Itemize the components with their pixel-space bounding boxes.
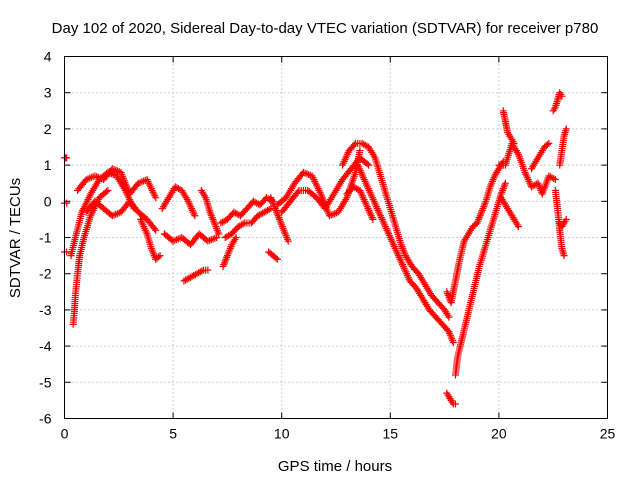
data-point: [284, 237, 292, 245]
data-point: [220, 217, 228, 225]
series-arc-26: [499, 107, 518, 147]
y-tick-label: -4: [39, 338, 52, 354]
data-point: [213, 234, 221, 241]
series-arc-22: [343, 183, 377, 223]
data-point: [198, 267, 206, 275]
series-arc-29: [527, 139, 553, 173]
series-arc-17: [265, 248, 281, 263]
series-arc-15: [219, 234, 240, 270]
axis-ticks: [64, 56, 608, 419]
data-point: [215, 230, 223, 238]
y-tick-label: 3: [44, 85, 52, 101]
data-point: [204, 266, 212, 274]
data-point: [239, 220, 247, 228]
data-point: [265, 205, 273, 213]
series-arc-12: [197, 186, 223, 238]
data-point: [562, 215, 570, 223]
x-axis-label: GPS time / hours: [278, 458, 392, 475]
y-tick-label: -3: [39, 302, 52, 318]
series-arc-19: [278, 154, 373, 216]
series-arc-6: [74, 165, 160, 202]
data-point: [155, 253, 163, 261]
data-point: [550, 175, 558, 183]
series-arc-21: [354, 161, 457, 346]
data-point: [191, 212, 199, 220]
y-tick-label: -1: [39, 230, 52, 246]
data-points: [61, 89, 570, 408]
y-tick-label: 4: [44, 49, 52, 65]
y-tick-label: 1: [44, 157, 52, 173]
data-point: [363, 160, 371, 168]
tick-labels: 0 5 10 15 20 25 -6 -5 -4 -3 -2 -1 0 1 2 3 4: [39, 49, 615, 442]
data-point: [150, 225, 158, 233]
data-point: [551, 176, 559, 184]
data-point: [272, 254, 280, 262]
data-point: [449, 338, 457, 346]
x-tick-label: 15: [383, 426, 399, 442]
series-arc-2: [61, 199, 71, 207]
x-tick-label: 20: [491, 426, 507, 442]
series-arc-18: [273, 147, 364, 220]
y-tick-label: -2: [39, 266, 52, 282]
series-arc-1: [61, 154, 71, 162]
series-arc-25: [443, 157, 507, 307]
x-tick-label: 5: [169, 426, 177, 442]
data-point: [545, 139, 553, 147]
data-point: [104, 186, 112, 194]
data-point: [560, 252, 568, 260]
data-point: [238, 221, 246, 229]
series-arc-33: [556, 215, 570, 231]
data-point: [361, 141, 369, 149]
data-point: [294, 188, 302, 196]
x-tick-label: 25: [600, 426, 616, 442]
series-arc-28: [497, 194, 522, 231]
series-arc-23: [443, 389, 459, 408]
data-point: [501, 179, 509, 187]
x-tick-label: 0: [61, 426, 69, 442]
series-arc-32: [556, 125, 570, 169]
series-arc-27: [495, 139, 559, 198]
data-point: [562, 125, 570, 133]
grid: [64, 56, 608, 419]
x-tick-label: 10: [274, 426, 290, 442]
y-tick-label: 2: [44, 121, 52, 137]
data-point: [365, 161, 373, 169]
series-arc-7: [82, 197, 160, 234]
data-point: [514, 223, 522, 231]
series-arc-20: [339, 139, 453, 321]
chart-title: Day 102 of 2020, Sidereal Day-to-day VTE…: [52, 20, 599, 37]
data-point: [175, 185, 183, 193]
data-point: [273, 255, 281, 263]
data-point: [152, 226, 160, 234]
data-point: [152, 194, 160, 202]
data-point: [102, 188, 110, 196]
series-arc-10: [160, 230, 221, 249]
series-arc-8: [137, 215, 164, 263]
data-point: [350, 141, 358, 149]
data-point: [356, 147, 364, 155]
series-arc-31: [551, 186, 568, 260]
y-tick-label: -5: [39, 374, 52, 390]
y-tick-label: 0: [44, 193, 52, 209]
data-point: [369, 215, 377, 223]
data-point: [224, 232, 232, 240]
data-point: [232, 234, 240, 241]
series-arc-24: [451, 179, 509, 379]
series-arc-13: [217, 194, 277, 227]
data-point: [543, 141, 551, 149]
data-point: [558, 92, 566, 100]
series-arc-30: [549, 89, 566, 115]
data-point: [451, 400, 459, 408]
series-arc-11: [180, 266, 212, 285]
data-point: [445, 313, 453, 321]
y-axis-label: SDTVAR / TECUs: [7, 178, 24, 298]
data-point: [156, 252, 164, 260]
series-arc-9: [158, 183, 199, 220]
series-arc-14: [221, 205, 275, 241]
y-tick-label: -6: [39, 411, 52, 427]
